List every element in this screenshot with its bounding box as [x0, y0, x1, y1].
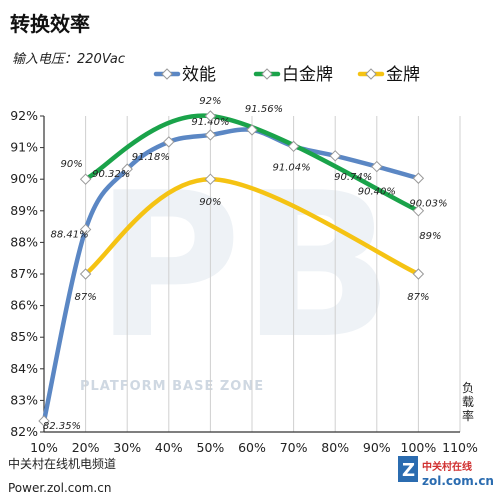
data-point [163, 136, 175, 148]
y-axis-label-char: 率 [462, 408, 474, 423]
x-tick-label: 70% [280, 440, 308, 455]
data-label: 89% [419, 231, 441, 242]
data-label: 90.40% [358, 187, 396, 198]
data-point [79, 173, 92, 185]
data-label: 82.35% [43, 421, 81, 432]
y-axis-label-char: 载 [462, 395, 474, 409]
legend-label: 金牌 [386, 65, 420, 85]
data-point [121, 163, 133, 175]
data-point [329, 150, 341, 162]
legend-label: 白金牌 [282, 65, 333, 85]
data-label: 90.74% [334, 172, 372, 183]
y-tick-label: 83% [10, 392, 38, 407]
chart-subtitle: 输入电压：220Vac [12, 52, 125, 67]
x-tick-label: 60% [238, 440, 266, 455]
logo-badge [398, 456, 418, 482]
data-label: 90% [60, 159, 82, 170]
y-axis-label: 负载率 [462, 381, 474, 423]
y-tick-label: 85% [10, 329, 38, 344]
chart-title: 转换效率 [10, 12, 90, 36]
data-point [287, 140, 300, 153]
x-tick-label: 100% [401, 440, 437, 455]
y-axis-ticks: 82% 83% 84% 85% 86% 87% 88% 89% 90% 91% 92% [10, 108, 38, 439]
data-label: 91.40% [191, 117, 229, 128]
legend-marker [261, 68, 273, 80]
logo-cn-text: 中关村在线 [422, 460, 472, 473]
watermark-text: PLATFORM BASE ZONE [80, 379, 264, 394]
data-point [79, 223, 92, 236]
y-tick-label: 91% [10, 140, 38, 155]
y-tick-label: 84% [10, 361, 38, 376]
y-tick-label: 88% [10, 234, 38, 249]
chart-series: 82.35% 88.41% 90.32%91.18% 91.40% 91.56% 91.0… [38, 96, 447, 432]
y-tick-label: 90% [10, 171, 38, 186]
chart-legend: 效能 白金牌 金牌 [153, 65, 420, 85]
y-tick-label: 87% [10, 266, 38, 281]
data-label: 92% [199, 96, 221, 107]
data-label: 88.41% [51, 229, 89, 240]
data-point [246, 124, 258, 136]
x-axis-ticks: 10% 20% 30% 40% 50% 60% 70% 80% 90% 100% 110% [30, 440, 478, 455]
data-point [38, 415, 50, 427]
legend-label: 效能 [182, 65, 216, 85]
footer-site: Power.zol.com.cn [8, 481, 111, 495]
watermark: PB PLATFORM BASE ZONE [80, 150, 394, 394]
y-tick-label: 89% [10, 203, 38, 218]
y-axis-label-char: 负 [462, 381, 474, 395]
data-label: 87% [407, 292, 429, 303]
chart-axes [40, 115, 460, 433]
legend-marker [161, 68, 173, 80]
watermark-glyph: PB [95, 150, 394, 383]
data-point [204, 129, 217, 141]
series-line-1 [83, 113, 421, 214]
legend-marker [365, 68, 377, 80]
x-tick-label: 80% [321, 440, 349, 455]
data-label: 90% [199, 197, 221, 208]
data-point [204, 173, 217, 185]
zol-logo: Z 中关村在线 zol.com.cn [398, 456, 494, 488]
y-tick-label: 92% [10, 108, 38, 123]
footer-channel: 中关村在线机电频道 [8, 456, 116, 471]
data-point [204, 110, 217, 122]
data-label: 91.56% [245, 104, 283, 115]
y-tick-label: 82% [10, 424, 38, 439]
logo-url-text: zol.com.cn [422, 474, 494, 488]
x-tick-label: 20% [72, 440, 100, 455]
x-tick-label: 30% [113, 440, 141, 455]
logo-badge-letter: Z [402, 460, 415, 481]
data-point [371, 160, 383, 173]
data-label: 90.03% [409, 198, 447, 209]
data-label: 87% [74, 292, 96, 303]
x-tick-label: 40% [155, 440, 183, 455]
x-tick-label: 50% [197, 440, 225, 455]
x-tick-label: 10% [30, 440, 58, 455]
data-label: 90.32% [92, 169, 130, 180]
data-point [412, 172, 425, 184]
data-label: 91.04% [273, 162, 311, 173]
x-tick-label: 90% [363, 440, 391, 455]
data-label: 91.18% [132, 152, 170, 163]
y-tick-label: 86% [10, 298, 38, 313]
x-tick-label: 110% [442, 440, 478, 455]
data-point [79, 268, 92, 280]
data-point [412, 205, 425, 217]
data-point [412, 268, 425, 280]
